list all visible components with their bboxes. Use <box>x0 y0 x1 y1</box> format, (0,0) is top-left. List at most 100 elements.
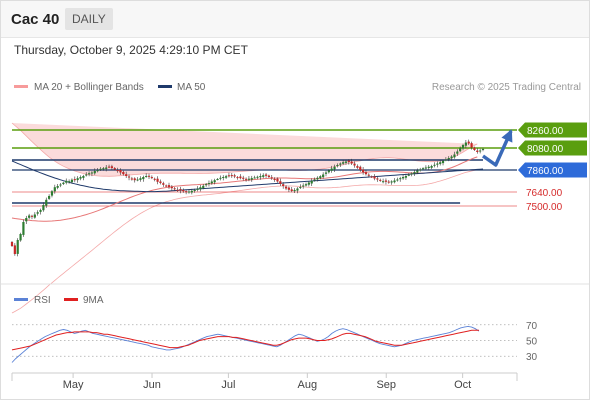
candle-body <box>122 172 125 175</box>
candle-body <box>344 161 348 163</box>
candle-body <box>459 148 462 152</box>
candle-body <box>39 210 42 212</box>
candle-body <box>339 163 342 165</box>
candle-body <box>433 164 436 166</box>
candle-body <box>159 181 162 183</box>
candle-body <box>210 181 213 184</box>
candle-body <box>45 199 48 206</box>
candle-body <box>267 175 271 177</box>
candle-body <box>362 169 365 173</box>
candle-body <box>416 170 419 173</box>
candle-body <box>16 240 19 254</box>
candle-body <box>147 175 151 177</box>
candle-body <box>153 178 156 180</box>
candle-body <box>167 185 171 188</box>
timestamp: Thursday, October 9, 2025 4:29:10 PM CET <box>14 43 248 57</box>
candle-body <box>244 178 248 180</box>
candle-body <box>107 166 111 168</box>
candle-body <box>127 176 131 178</box>
candle-body <box>282 184 285 186</box>
candle-body <box>253 177 256 179</box>
candle-body <box>247 178 251 180</box>
level-tag-text-8080.00: 8080.00 <box>527 144 564 155</box>
candle-body <box>256 176 259 178</box>
candle-body <box>105 167 108 169</box>
candle-body <box>270 177 273 179</box>
candle-body <box>370 176 373 178</box>
candle-body <box>10 242 14 246</box>
candle-body <box>125 174 128 176</box>
candle-body <box>293 190 296 192</box>
candle-body <box>56 186 59 188</box>
candle-body <box>67 181 71 183</box>
candle-body <box>470 143 473 148</box>
candle-body <box>319 176 322 179</box>
candle-body <box>19 234 22 241</box>
chart-header: Cac 40 DAILY <box>1 1 589 38</box>
candle-body <box>85 174 88 176</box>
x-tick-label-Sep: Sep <box>376 379 396 391</box>
candle-body <box>99 168 102 170</box>
candle-body <box>287 187 290 190</box>
candle-body <box>399 178 402 180</box>
candle-body <box>396 179 399 181</box>
candle-body <box>65 180 68 183</box>
rsi-tick-label-30: 30 <box>526 352 538 363</box>
candle-body <box>219 177 222 179</box>
candle-body <box>133 178 136 181</box>
candle-body <box>196 188 199 190</box>
candle-body <box>410 173 413 175</box>
candle-body <box>262 175 265 177</box>
candle-body <box>162 183 165 185</box>
candle-body <box>224 176 228 178</box>
candle-body <box>136 179 139 181</box>
candle-body <box>33 214 36 218</box>
candle-body <box>222 177 225 178</box>
candle-body <box>421 168 425 170</box>
candle-body <box>376 178 379 180</box>
candlesticks <box>10 139 485 257</box>
forecast-arrow-shaft <box>481 130 513 167</box>
x-tick-label-Aug: Aug <box>298 379 318 391</box>
candle-body <box>473 147 476 150</box>
candle-body <box>90 172 94 174</box>
candle-body <box>296 188 299 191</box>
candle-body <box>110 166 114 168</box>
candle-body <box>404 176 408 178</box>
candle-body <box>179 189 182 191</box>
candle-body <box>28 215 31 218</box>
research-credit: Research © 2025 Trading Central <box>432 82 581 93</box>
candle-body <box>173 188 176 190</box>
candle-body <box>419 169 422 171</box>
candle-body <box>202 185 205 189</box>
candle-body <box>119 170 122 173</box>
candle-body <box>30 215 34 217</box>
period-button[interactable]: DAILY <box>65 8 113 30</box>
level-label-7500.00: 7500.00 <box>526 202 563 213</box>
candle-body <box>373 176 376 179</box>
x-tick-label-May: May <box>63 379 84 391</box>
level-tags: 8260.00 8080.00 7860.00 7640.00 7500.00 <box>518 122 587 213</box>
candle-body <box>279 181 282 184</box>
candle-body <box>304 184 308 186</box>
candle-body <box>130 178 133 180</box>
ma50-legend-label: MA 50 <box>177 82 206 93</box>
level-tag-text-7860.00: 7860.00 <box>527 166 564 177</box>
candle-body <box>424 167 428 169</box>
candle-body <box>441 160 445 164</box>
candle-body <box>259 176 262 178</box>
candle-body <box>322 174 325 178</box>
candle-body <box>444 159 447 161</box>
candle-body <box>290 189 293 191</box>
candle-body <box>170 186 173 189</box>
candle-body <box>190 190 193 193</box>
candle-body <box>213 180 216 183</box>
candle-body <box>165 185 168 187</box>
candle-body <box>182 190 185 192</box>
candle-body <box>236 177 239 179</box>
candle-body <box>413 172 416 174</box>
candle-body <box>407 174 410 176</box>
candle-body <box>367 174 370 176</box>
candle-body <box>70 179 74 183</box>
